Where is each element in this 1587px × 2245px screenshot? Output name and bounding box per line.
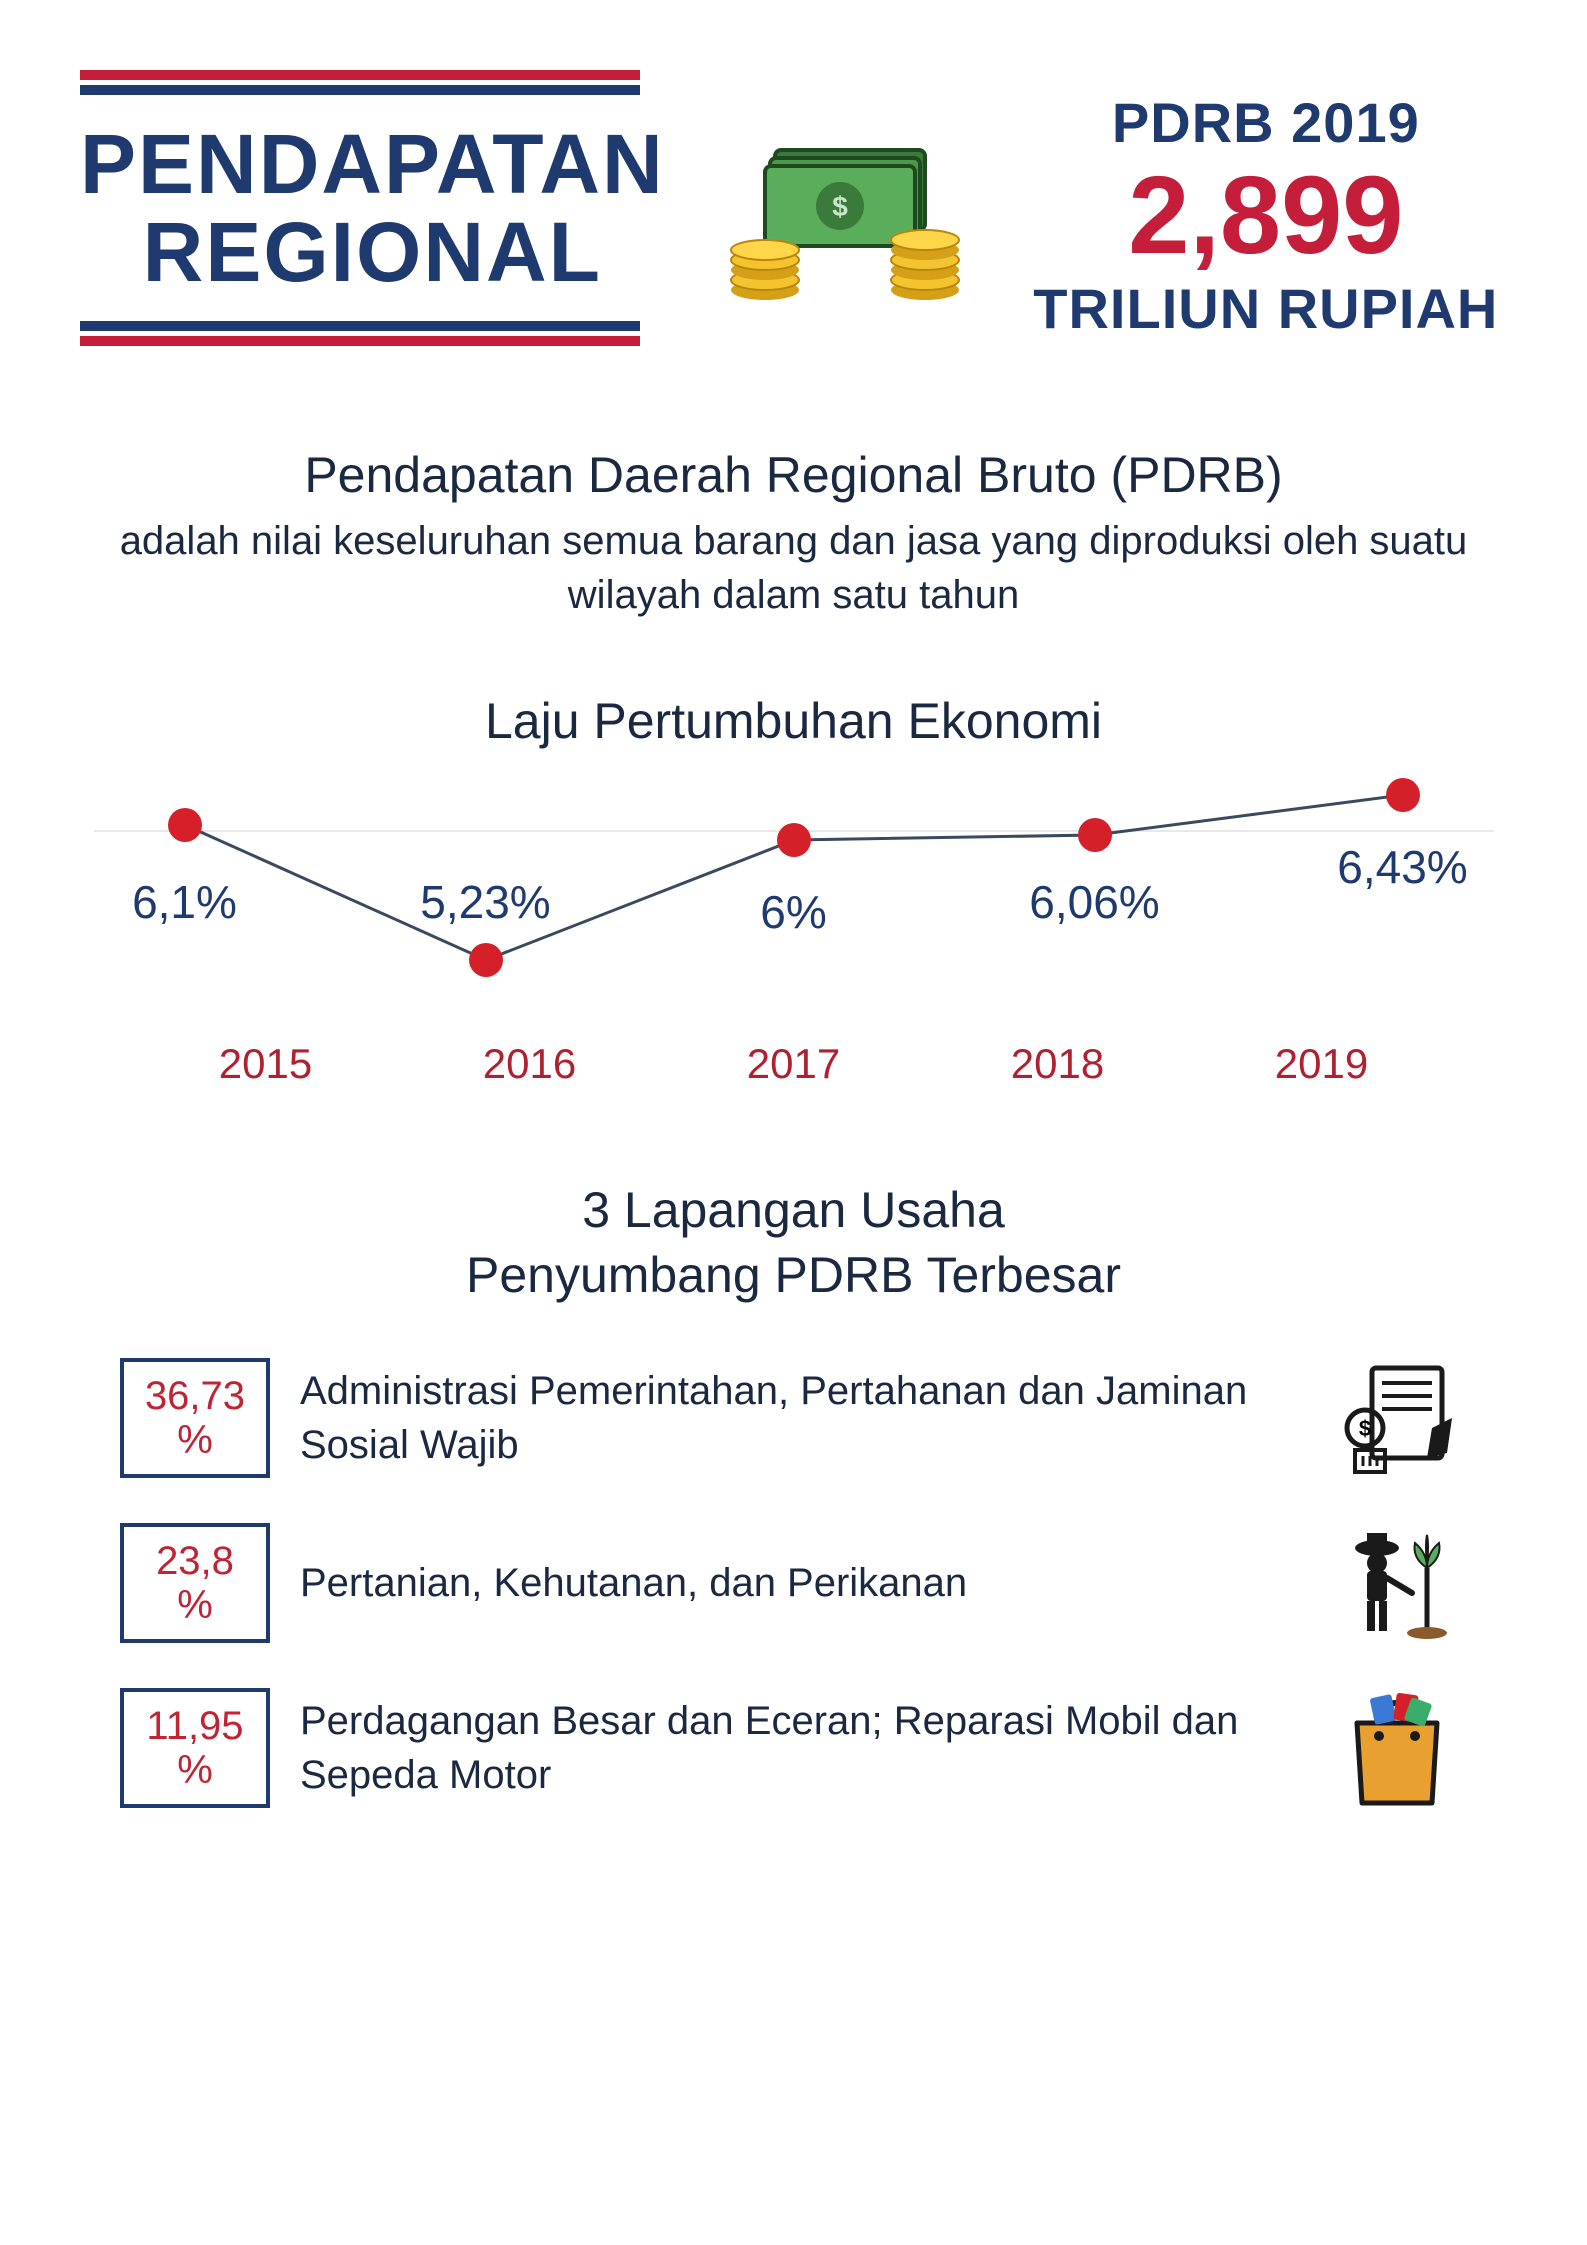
svg-text:$: $ bbox=[1359, 1416, 1371, 1441]
stripe-red bbox=[80, 70, 640, 80]
chart-marker bbox=[168, 808, 202, 842]
chart-years-row: 20152016201720182019 bbox=[94, 1040, 1494, 1088]
chart-year-label: 2018 bbox=[926, 1040, 1190, 1088]
chart-marker bbox=[777, 823, 811, 857]
description-title: Pendapatan Daerah Regional Bruto (PDRB) bbox=[80, 446, 1507, 504]
sector-label: Administrasi Pemerintahan, Pertahanan da… bbox=[300, 1364, 1297, 1472]
chart-year-label: 2019 bbox=[1190, 1040, 1454, 1088]
money-icon: $ bbox=[705, 70, 985, 310]
sectors-container: 36,73% Administrasi Pemerintahan, Pertaha… bbox=[80, 1358, 1507, 1808]
pdrb-block: PDRB 2019 2,899 TRILIUN RUPIAH bbox=[1025, 70, 1507, 341]
chart-value-label: 5,23% bbox=[420, 875, 550, 929]
chart-year-label: 2017 bbox=[662, 1040, 926, 1088]
description-block: Pendapatan Daerah Regional Bruto (PDRB) … bbox=[80, 446, 1507, 622]
chart-marker bbox=[469, 943, 503, 977]
sector-label: Pertanian, Kehutanan, dan Perikanan bbox=[300, 1556, 1297, 1610]
sector-pct-box: 23,8% bbox=[120, 1523, 270, 1643]
pdrb-value: 2,899 bbox=[1025, 155, 1507, 276]
growth-line-chart: 6,1% 5,23% 6% 6,06% 6,43% bbox=[94, 780, 1494, 1020]
finance-doc-icon: $ bbox=[1327, 1358, 1467, 1478]
chart-value-label: 6,1% bbox=[132, 875, 237, 929]
svg-text:$: $ bbox=[832, 191, 848, 222]
title-block: PENDAPATAN REGIONAL bbox=[80, 70, 665, 346]
shopping-bag-icon bbox=[1327, 1688, 1467, 1808]
growth-chart-title: Laju Pertumbuhan Ekonomi bbox=[80, 692, 1507, 750]
sector-row: 23,8% Pertanian, Kehutanan, dan Perikanan bbox=[80, 1523, 1507, 1643]
title-line1: PENDAPATAN bbox=[80, 117, 665, 211]
sector-pct-box: 36,73% bbox=[120, 1358, 270, 1478]
chart-marker bbox=[1078, 818, 1112, 852]
sectors-title-line2: Penyumbang PDRB Terbesar bbox=[466, 1247, 1121, 1303]
header-row: PENDAPATAN REGIONAL $ bbox=[80, 70, 1507, 346]
chart-value-label: 6% bbox=[760, 885, 826, 939]
chart-value-label: 6,06% bbox=[1029, 875, 1159, 929]
title-line2: REGIONAL bbox=[143, 205, 602, 299]
sectors-title: 3 Lapangan Usaha Penyumbang PDRB Terbesa… bbox=[80, 1178, 1507, 1308]
top-stripes bbox=[80, 70, 640, 95]
chart-marker bbox=[1386, 778, 1420, 812]
main-title: PENDAPATAN REGIONAL bbox=[80, 95, 665, 321]
sector-pct-box: 11,95% bbox=[120, 1688, 270, 1808]
stripe-navy bbox=[80, 321, 640, 331]
sectors-title-line1: 3 Lapangan Usaha bbox=[582, 1182, 1005, 1238]
pdrb-unit: TRILIUN RUPIAH bbox=[1025, 276, 1507, 341]
farmer-icon bbox=[1327, 1523, 1467, 1643]
pdrb-label: PDRB 2019 bbox=[1025, 90, 1507, 155]
bottom-stripes bbox=[80, 321, 640, 346]
sector-row: 11,95% Perdagangan Besar dan Eceran; Repa… bbox=[80, 1688, 1507, 1808]
stripe-red bbox=[80, 336, 640, 346]
sector-label: Perdagangan Besar dan Eceran; Reparasi M… bbox=[300, 1694, 1297, 1802]
chart-year-label: 2015 bbox=[134, 1040, 398, 1088]
chart-year-label: 2016 bbox=[398, 1040, 662, 1088]
stripe-navy bbox=[80, 85, 640, 95]
sector-row: 36,73% Administrasi Pemerintahan, Pertaha… bbox=[80, 1358, 1507, 1478]
chart-value-label: 6,43% bbox=[1337, 840, 1467, 894]
description-body: adalah nilai keseluruhan semua barang da… bbox=[80, 514, 1507, 622]
